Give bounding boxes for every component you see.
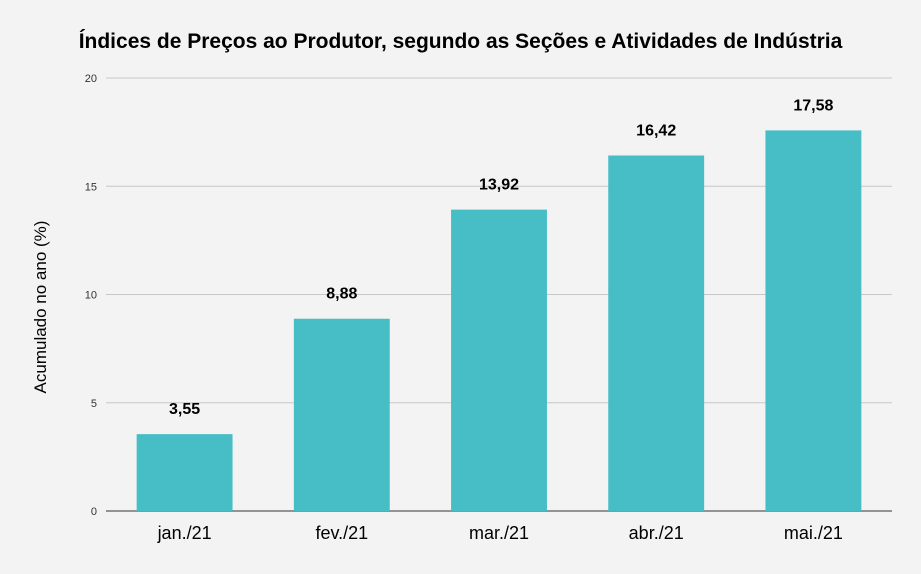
data-label: 3,55 [169, 401, 200, 418]
data-label: 13,92 [479, 177, 519, 194]
chart-title: Índices de Preços ao Produtor, segundo a… [78, 30, 843, 53]
y-tick-label: 0 [91, 506, 97, 518]
y-tick-label: 20 [85, 73, 97, 85]
y-tick-label: 10 [85, 290, 97, 302]
data-label: 16,42 [636, 123, 676, 140]
bar [136, 434, 233, 511]
bar [765, 130, 862, 511]
y-tick-label: 15 [85, 181, 97, 193]
data-label: 8,88 [326, 286, 357, 303]
y-tick-label: 5 [91, 398, 97, 410]
bar [451, 209, 547, 511]
x-tick-label: jan./21 [157, 523, 212, 543]
x-tick-label: fev./21 [315, 523, 368, 543]
data-label: 17,58 [793, 97, 833, 114]
bar [293, 318, 390, 511]
x-tick-label: mai./21 [784, 523, 843, 543]
bar [608, 155, 705, 511]
x-tick-label: abr./21 [629, 523, 684, 543]
x-tick-label: mar./21 [469, 523, 529, 543]
y-axis-title: Acumulado no ano (%) [31, 221, 50, 394]
